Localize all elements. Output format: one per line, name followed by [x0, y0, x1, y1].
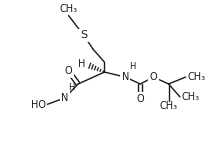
- Text: H: H: [78, 59, 86, 69]
- Text: CH₃: CH₃: [59, 4, 78, 14]
- Text: N: N: [61, 93, 69, 103]
- Text: O: O: [150, 72, 157, 82]
- Text: CH₃: CH₃: [187, 72, 206, 82]
- Text: O: O: [136, 94, 144, 104]
- Text: O: O: [65, 66, 72, 76]
- Text: N: N: [121, 72, 129, 82]
- Text: S: S: [80, 30, 87, 40]
- Text: H: H: [129, 62, 135, 71]
- Text: CH₃: CH₃: [160, 101, 178, 111]
- Text: H: H: [69, 83, 75, 92]
- Text: HO: HO: [31, 100, 46, 110]
- Text: CH₃: CH₃: [182, 92, 200, 102]
